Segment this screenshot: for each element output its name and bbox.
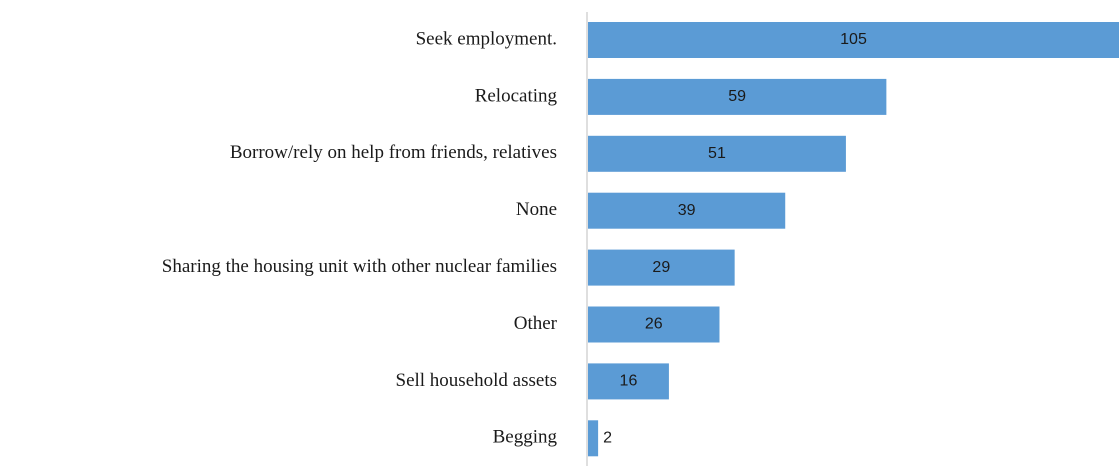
value-label: 26 [645, 316, 663, 333]
value-label: 16 [620, 373, 638, 390]
bar [588, 249, 735, 286]
bar [588, 78, 887, 115]
bar [588, 420, 599, 457]
bar [588, 363, 669, 400]
category-label: Sell household assets [396, 370, 558, 391]
category-label: Relocating [475, 85, 558, 106]
bar [588, 192, 786, 229]
value-label: 51 [708, 145, 726, 162]
value-label: 39 [678, 202, 696, 219]
category-label: Seek employment. [416, 28, 557, 49]
bar [588, 306, 720, 343]
category-label: Begging [493, 427, 558, 448]
category-label: Borrow/rely on help from friends, relati… [230, 142, 557, 163]
category-label: Other [514, 313, 558, 334]
value-label: 105 [840, 31, 867, 48]
category-label: None [516, 199, 557, 220]
bar [588, 22, 1119, 58]
value-label: 59 [728, 88, 746, 105]
value-label: 2 [603, 430, 612, 447]
category-label: Sharing the housing unit with other nucl… [162, 256, 557, 277]
bar [588, 135, 846, 172]
value-label: 29 [652, 259, 670, 276]
